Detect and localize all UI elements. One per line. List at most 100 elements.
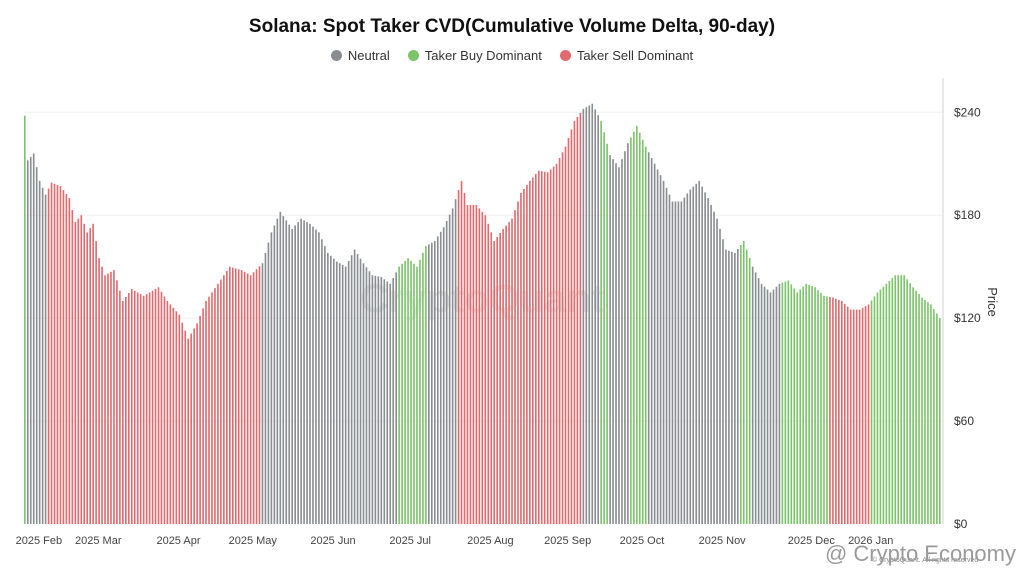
- price-bar: [933, 309, 935, 524]
- price-bar: [570, 129, 573, 524]
- price-bar: [924, 299, 926, 524]
- price-bar: [597, 115, 600, 525]
- price-bar: [332, 258, 335, 524]
- price-bar: [707, 198, 709, 524]
- price-bar: [621, 159, 623, 524]
- price-bar: [92, 223, 94, 524]
- price-bar: [472, 204, 475, 524]
- price-bar: [199, 315, 201, 524]
- price-bar: [558, 158, 561, 525]
- legend-dot-sell: [559, 50, 571, 61]
- price-bar: [273, 225, 276, 524]
- price-bar: [778, 283, 781, 524]
- price-bar: [897, 275, 900, 524]
- price-bar: [716, 218, 718, 524]
- y-axis-ticks: $0 $60 $120 $180 $240: [954, 105, 981, 531]
- price-bar: [344, 266, 347, 524]
- price-bar: [725, 249, 727, 525]
- y-tick-label: $240: [954, 105, 981, 119]
- price-bar: [451, 208, 454, 524]
- price-bar: [243, 271, 246, 524]
- price-bar: [416, 266, 418, 524]
- price-bar: [56, 184, 59, 524]
- price-bar: [398, 266, 400, 524]
- price-bar: [879, 289, 882, 524]
- price-bar: [205, 301, 207, 524]
- price-bar: [457, 190, 460, 524]
- price-bar: [561, 152, 564, 524]
- price-bar: [751, 266, 754, 524]
- price-bar: [579, 112, 582, 524]
- x-tick-label: 2025 Dec: [788, 535, 836, 547]
- price-bar: [24, 115, 26, 525]
- copyright-notice: © CryptoQuant. All rights reserved: [872, 556, 978, 564]
- price-bar: [502, 228, 504, 524]
- price-bar: [98, 258, 100, 524]
- price-bar: [113, 270, 115, 524]
- price-bar: [445, 220, 448, 524]
- price-bar: [692, 186, 695, 524]
- price-bar: [347, 260, 350, 524]
- x-tick-label: 2025 Feb: [16, 535, 62, 547]
- legend-label-buy: Taker Buy Dominant: [424, 48, 542, 63]
- price-bar: [826, 296, 828, 524]
- price-bar: [89, 228, 91, 524]
- price-bar: [546, 172, 549, 524]
- price-bar: [873, 296, 876, 524]
- legend-item-buy[interactable]: Taker Buy Dominant: [407, 48, 542, 63]
- price-bar: [713, 211, 715, 525]
- price-bar: [930, 304, 932, 524]
- price-bar: [532, 177, 534, 525]
- price-bar: [119, 290, 121, 524]
- price-bar: [876, 292, 879, 524]
- price-bar: [133, 290, 136, 524]
- price-bar: [350, 255, 353, 524]
- price-bar: [285, 220, 288, 524]
- price-bar: [820, 292, 822, 524]
- x-tick-label: 2025 Jul: [389, 535, 431, 547]
- price-bar: [638, 132, 641, 524]
- price-bar: [612, 159, 614, 524]
- price-bar: [600, 120, 602, 524]
- price-bar: [858, 309, 861, 524]
- price-bar: [353, 249, 356, 525]
- price-bar: [520, 192, 522, 524]
- price-bar: [683, 197, 686, 524]
- y-tick-label: $120: [954, 311, 981, 325]
- legend-item-sell[interactable]: Taker Sell Dominant: [559, 48, 693, 63]
- price-bar: [226, 270, 228, 524]
- price-bar: [517, 201, 519, 524]
- price-bar: [624, 151, 626, 524]
- price-bar: [475, 204, 478, 524]
- price-bar: [116, 280, 118, 524]
- price-bar: [413, 263, 415, 524]
- price-bar: [211, 292, 213, 524]
- x-tick-label: 2025 Sep: [544, 535, 591, 547]
- price-bar: [282, 216, 285, 524]
- price-bar: [306, 222, 308, 524]
- price-bar: [588, 105, 591, 524]
- price-bar: [793, 288, 796, 524]
- price-bar: [436, 236, 439, 524]
- price-bar: [704, 192, 706, 525]
- price-bar: [523, 188, 525, 524]
- price-bar: [686, 193, 689, 524]
- price-bar: [175, 311, 178, 524]
- price-bar: [832, 297, 834, 524]
- price-bar: [469, 204, 472, 524]
- price-bar: [618, 167, 620, 524]
- price-bar: [422, 252, 424, 524]
- price-bar: [843, 303, 846, 524]
- legend-item-neutral[interactable]: Neutral: [330, 48, 390, 63]
- price-bar: [255, 269, 258, 524]
- price-bar: [582, 108, 585, 524]
- price-bar: [573, 120, 576, 524]
- price-bar: [710, 204, 712, 524]
- price-bar: [62, 190, 65, 524]
- price-bar: [665, 187, 668, 524]
- price-bar: [481, 211, 484, 525]
- price-bar: [127, 292, 130, 524]
- price-bar: [900, 275, 903, 524]
- price-bar: [288, 224, 291, 525]
- price-bar: [433, 240, 436, 524]
